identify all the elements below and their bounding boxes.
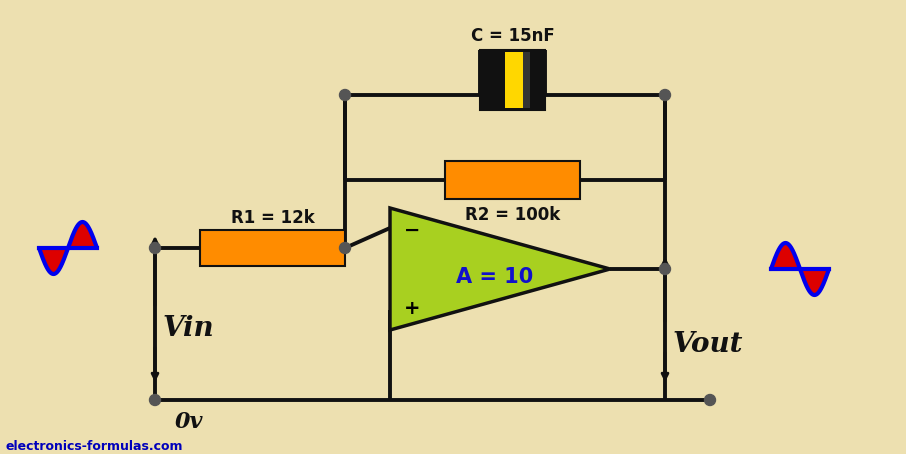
Circle shape (705, 395, 716, 405)
Text: Vin: Vin (163, 315, 215, 341)
Text: C = 15nF: C = 15nF (470, 27, 554, 45)
Text: 0v: 0v (175, 411, 203, 433)
Circle shape (149, 242, 160, 253)
Bar (445, 161, 580, 199)
Circle shape (340, 242, 351, 253)
Text: electronics-formulas.com: electronics-formulas.com (6, 439, 184, 453)
Text: A = 10: A = 10 (457, 267, 534, 287)
Text: R2 = 100k: R2 = 100k (465, 206, 560, 224)
Circle shape (660, 263, 670, 275)
Bar (480, 50, 545, 110)
Bar (523, 52, 530, 108)
Text: +: + (404, 298, 420, 317)
Bar (505, 52, 523, 108)
Circle shape (340, 89, 351, 100)
Polygon shape (390, 208, 610, 330)
Text: −: − (404, 221, 420, 240)
Bar (200, 230, 345, 266)
Circle shape (149, 395, 160, 405)
Text: R1 = 12k: R1 = 12k (231, 209, 314, 227)
Text: Vout: Vout (673, 331, 744, 357)
Circle shape (660, 89, 670, 100)
